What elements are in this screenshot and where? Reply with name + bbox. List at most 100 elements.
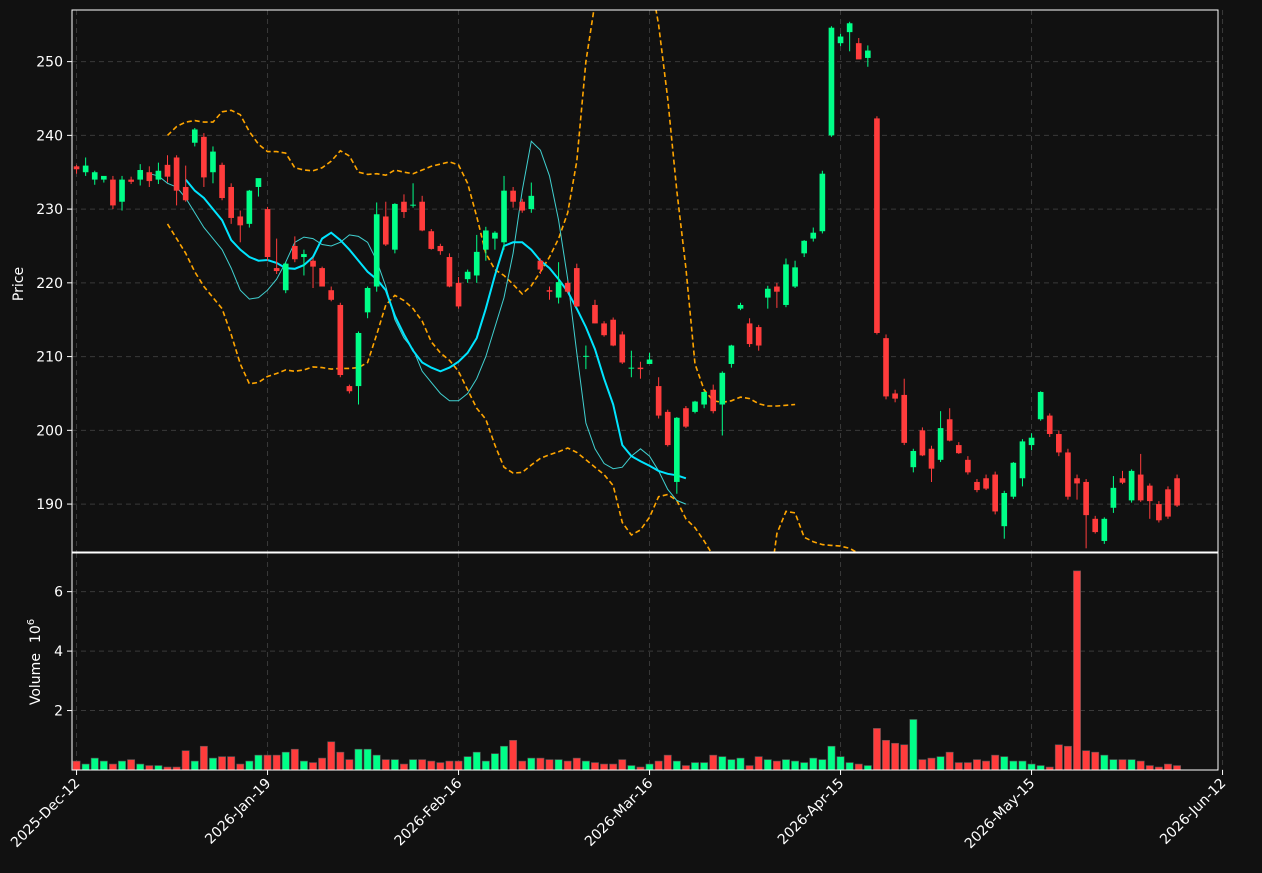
candle — [401, 194, 407, 218]
candle — [246, 189, 253, 228]
candle-body — [901, 394, 908, 443]
candle — [273, 238, 280, 274]
volume-gridlines — [72, 553, 1224, 770]
candle — [164, 155, 171, 183]
candle — [110, 175, 116, 210]
volume-bar — [1027, 763, 1036, 770]
volume-bar — [800, 762, 809, 770]
candle — [610, 317, 616, 347]
candle — [510, 186, 516, 208]
candle-body — [455, 282, 462, 307]
candle-body — [273, 268, 280, 272]
candle — [155, 162, 162, 185]
volume-bar — [818, 759, 827, 770]
candle — [437, 243, 444, 255]
volume-bar — [700, 762, 709, 770]
candle — [546, 286, 553, 300]
candle — [583, 345, 589, 370]
candle — [1119, 470, 1126, 485]
volume-bar — [372, 754, 381, 770]
candle — [774, 282, 780, 308]
volume-bar — [772, 760, 781, 770]
candle-body — [837, 36, 844, 44]
volume-bar — [836, 756, 845, 770]
volume-tick-label: 6 — [54, 585, 63, 601]
volume-bar — [609, 763, 618, 770]
volume-axis-unit-base: 10 — [28, 625, 44, 643]
candle-body — [674, 417, 680, 482]
candle-body — [328, 290, 335, 300]
volume-bar — [509, 739, 518, 770]
candle-body — [755, 327, 762, 346]
candle-body — [865, 50, 871, 58]
volume-bar — [518, 760, 527, 770]
candle — [292, 236, 298, 263]
candle — [719, 371, 726, 436]
candle — [128, 176, 134, 185]
volume-bar — [1118, 759, 1127, 770]
candle-body — [710, 389, 717, 412]
volume-bar — [945, 751, 954, 770]
candle-body — [464, 271, 471, 280]
price-tick-label: 250 — [36, 55, 63, 71]
volume-bar — [809, 757, 818, 770]
volume-bar — [1063, 745, 1072, 770]
candle — [519, 198, 526, 213]
candle-body — [1046, 415, 1053, 435]
candle — [1165, 486, 1171, 519]
candle-body — [555, 282, 562, 298]
price-gridlines — [72, 10, 1224, 552]
volume-bar — [1036, 765, 1045, 770]
volume-bar — [309, 762, 317, 770]
candle-body — [965, 459, 971, 473]
candle — [592, 299, 598, 324]
candle-body — [137, 170, 144, 180]
volume-bar — [227, 756, 236, 770]
candle — [346, 384, 353, 394]
candle — [910, 448, 917, 473]
candle — [1001, 490, 1008, 539]
volume-bar — [963, 762, 972, 770]
candle — [191, 127, 198, 147]
candle-body — [610, 319, 616, 346]
volume-bar — [127, 759, 136, 770]
candle-body — [855, 43, 862, 60]
candle — [182, 165, 189, 202]
candle — [764, 285, 771, 309]
volume-bar — [1054, 744, 1063, 770]
volume-bar — [900, 744, 909, 770]
volume-bar — [627, 765, 636, 770]
volume-bar — [118, 760, 126, 770]
candle — [819, 170, 826, 234]
candle — [1092, 515, 1099, 534]
candle-body — [1074, 478, 1080, 484]
candle — [492, 231, 498, 250]
candle — [792, 260, 798, 289]
volume-panel-frame — [71, 552, 1219, 771]
volume-bar — [1018, 760, 1027, 770]
volume-bar — [209, 757, 217, 770]
volume-bar — [81, 763, 90, 770]
candle-body — [1001, 493, 1008, 527]
volume-bar — [827, 745, 836, 770]
candle-body — [1037, 391, 1044, 420]
candle-body — [237, 216, 244, 226]
candle — [664, 409, 671, 447]
volume-bar — [400, 763, 408, 770]
candle-body — [355, 332, 362, 387]
volume-bar — [954, 762, 963, 770]
candle-body — [392, 203, 398, 250]
candle-body — [255, 178, 262, 187]
candle-body — [628, 367, 635, 369]
candle — [528, 182, 535, 213]
candle-body — [173, 157, 180, 191]
candle-body — [646, 359, 653, 364]
volume-bar — [1045, 766, 1054, 770]
candle-body — [719, 372, 726, 405]
volume-bar — [254, 754, 263, 770]
candle — [1065, 448, 1071, 500]
candle-body — [801, 240, 807, 254]
volume-bar — [136, 763, 145, 770]
volume-bar — [445, 760, 454, 770]
candle-body — [301, 254, 307, 258]
